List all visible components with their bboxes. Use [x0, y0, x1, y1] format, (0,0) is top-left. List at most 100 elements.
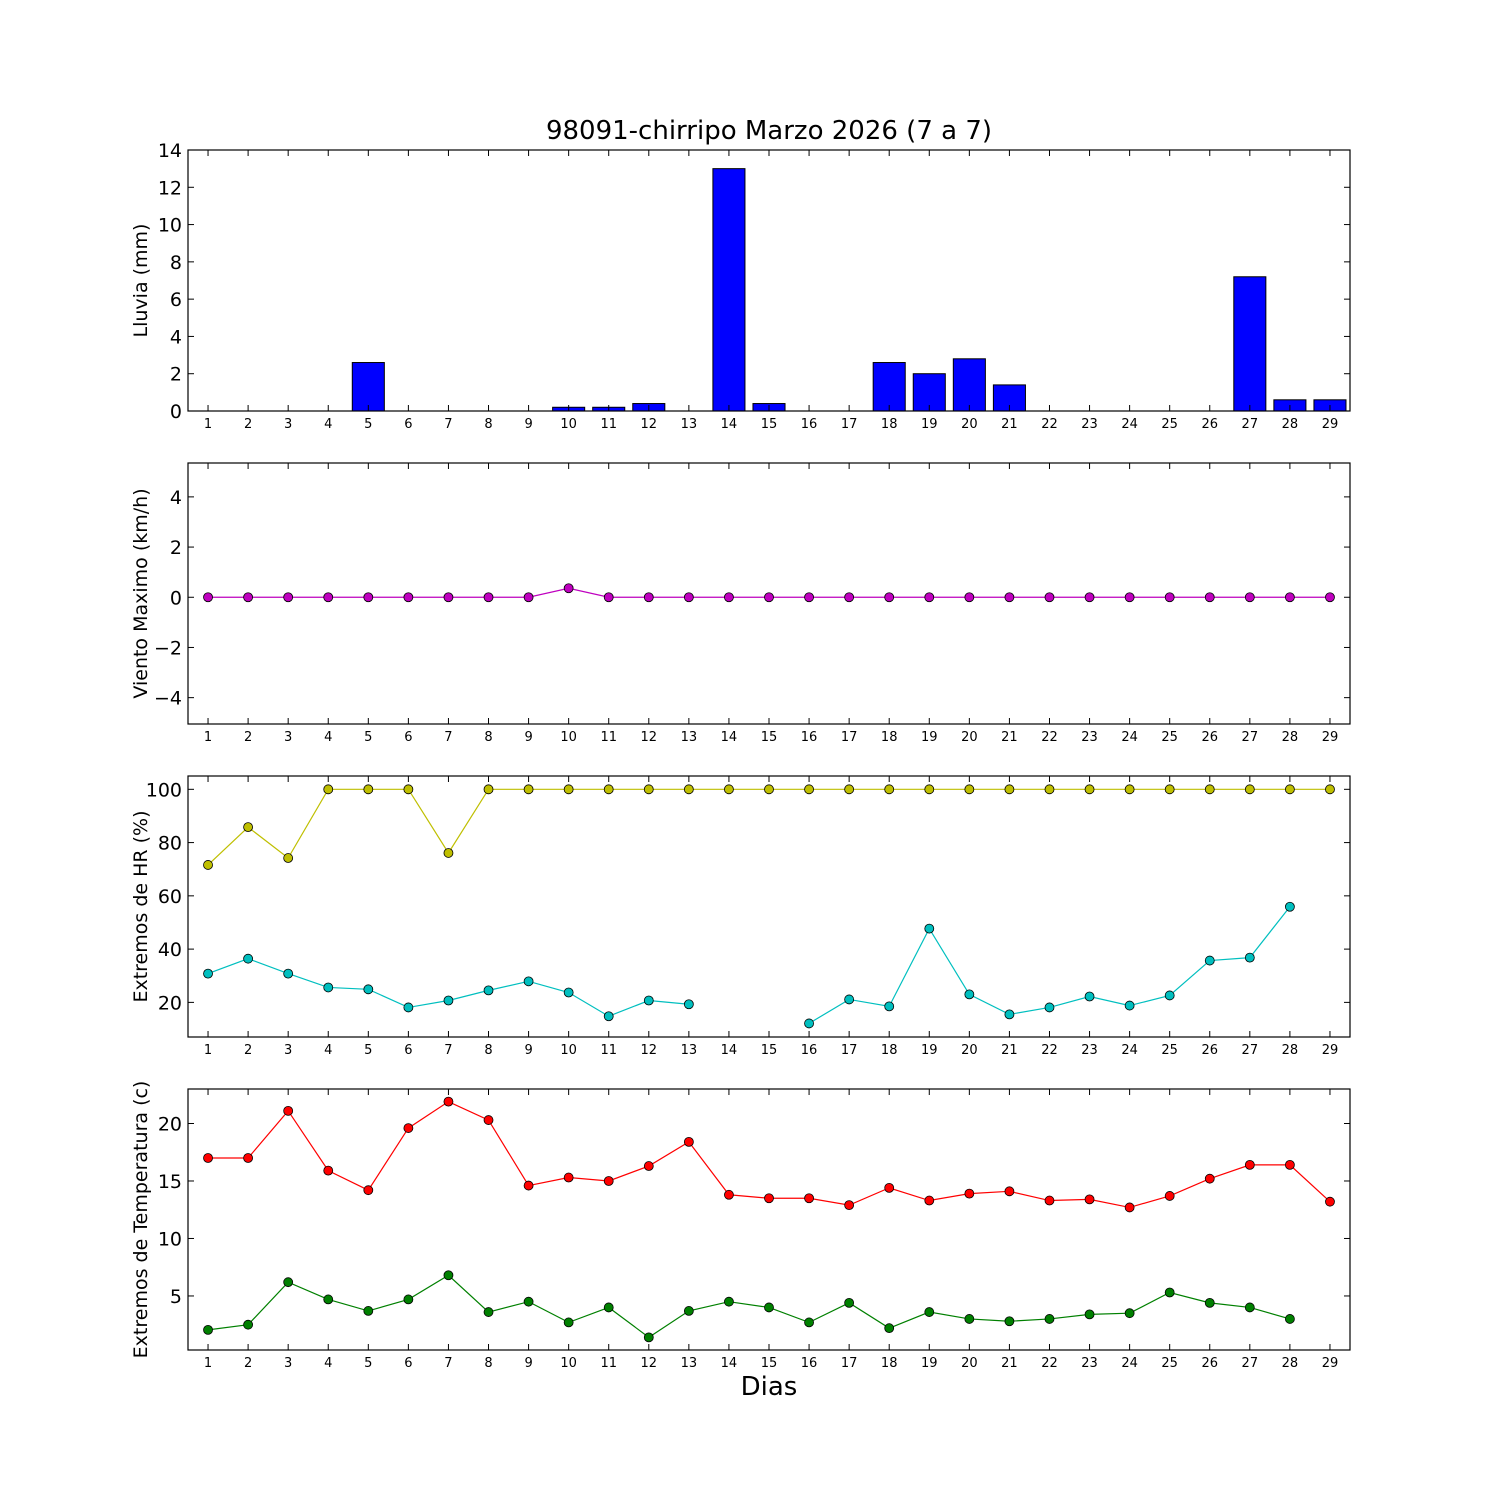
point-hr-max-day-9	[523, 784, 534, 795]
point-hr-min-day-10	[563, 987, 574, 998]
x-tick-label: 3	[284, 1043, 292, 1058]
point-hr-max-day-22	[1044, 784, 1055, 795]
y-tick-label: 6	[170, 289, 182, 311]
point-temp-min-day-28	[1284, 1314, 1295, 1324]
x-tick-label: 25	[1161, 417, 1178, 432]
point-temp-min-day-5	[363, 1306, 374, 1316]
x-tick-label: 1	[204, 1356, 212, 1371]
point-hr-min-day-2	[243, 953, 254, 964]
point-temp-min-day-27	[1244, 1302, 1255, 1313]
point-viento-day-9	[523, 592, 534, 603]
point-temp-min-day-18	[884, 1323, 895, 1334]
x-tick-label: 5	[364, 730, 372, 745]
x-tick-label: 22	[1041, 1356, 1058, 1371]
x-tick-label: 8	[484, 730, 492, 745]
x-tick-label: 11	[600, 417, 617, 432]
x-tick-label: 25	[1161, 730, 1178, 745]
point-hr-max-day-12	[643, 784, 654, 795]
point-temp-min-day-23	[1084, 1309, 1095, 1320]
point-temp-max-day-5	[363, 1185, 374, 1196]
chart-title: 98091-chirripo Marzo 2026 (7 a 7)	[545, 116, 993, 146]
point-hr-max-day-5	[363, 784, 374, 795]
x-tick-label: 11	[600, 730, 617, 745]
point-temp-max-day-6	[403, 1123, 414, 1133]
point-hr-max-day-8	[483, 784, 494, 795]
x-tick-label: 16	[801, 1356, 818, 1371]
x-tick-label: 19	[921, 417, 938, 432]
point-viento-day-6	[403, 592, 414, 603]
x-tick-label: 7	[444, 1356, 452, 1371]
x-tick-label: 9	[524, 730, 532, 745]
x-tick-label: 17	[841, 1043, 858, 1058]
point-temp-min-day-26	[1204, 1297, 1215, 1308]
x-tick-label: 2	[244, 1356, 252, 1371]
point-viento-day-7	[443, 592, 454, 603]
y-tick-label: 0	[170, 401, 182, 423]
x-tick-label: 25	[1161, 1043, 1178, 1058]
point-temp-max-day-9	[523, 1180, 534, 1191]
point-temp-min-day-10	[563, 1317, 574, 1328]
point-hr-max-day-24	[1124, 784, 1135, 795]
x-tick-label: 29	[1322, 1043, 1339, 1058]
point-hr-max-day-20	[964, 784, 975, 795]
point-hr-max-day-19	[924, 784, 935, 795]
point-temp-min-day-12	[643, 1332, 654, 1343]
panel-1: 1 2 3 4 5 6 7 8 9 10 11 12 13 14 15 16 17 18 19 20 21 22 23 24 2…	[130, 140, 1351, 432]
x-tick-label: 8	[484, 1043, 492, 1058]
x-tick-label: 15	[761, 1356, 778, 1371]
point-temp-max-day-13	[683, 1136, 694, 1147]
x-tick-label: 4	[324, 417, 332, 432]
point-temp-min-day-11	[603, 1302, 614, 1313]
point-temp-max-day-17	[844, 1200, 855, 1211]
x-tick-label: 14	[721, 417, 738, 432]
point-viento-day-4	[323, 592, 334, 603]
x-tick-label: 27	[1242, 417, 1259, 432]
point-hr-min-day-6	[403, 1002, 414, 1013]
bar-day-5	[351, 362, 385, 412]
x-tick-label: 10	[560, 1356, 577, 1371]
point-hr-max-day-28	[1284, 784, 1295, 795]
point-temp-max-day-14	[724, 1189, 734, 1200]
y-tick-label: 4	[170, 487, 182, 509]
y-tick-label: 40	[158, 939, 182, 961]
y-axis-label: Lluvia (mm)	[130, 224, 152, 338]
x-tick-label: 23	[1081, 730, 1098, 745]
point-temp-min-day-15	[764, 1302, 774, 1313]
x-tick-label: 28	[1282, 417, 1299, 432]
point-temp-max-day-16	[804, 1193, 814, 1204]
point-temp-min-day-13	[683, 1306, 694, 1316]
point-hr-min-day-20	[964, 989, 975, 1000]
point-temp-max-day-28	[1284, 1159, 1295, 1170]
point-hr-max-day-18	[884, 784, 895, 795]
y-tick-label: 4	[170, 326, 182, 348]
x-tick-label: 14	[721, 1043, 738, 1058]
y-axis-label: Viento Maximo (km/h)	[130, 488, 152, 698]
point-temp-max-day-7	[443, 1096, 454, 1107]
point-viento-day-24	[1124, 592, 1135, 603]
y-axis-label: Extremos de HR (%)	[130, 810, 152, 1002]
x-tick-label: 11	[600, 1356, 617, 1371]
x-tick-label: 12	[641, 1043, 658, 1058]
point-temp-min-day-1	[203, 1324, 213, 1335]
point-temp-max-day-29	[1325, 1196, 1335, 1207]
x-tick-label: 16	[801, 730, 818, 745]
x-tick-label: 3	[284, 417, 292, 432]
point-hr-min-day-16	[804, 1018, 814, 1029]
point-temp-max-day-22	[1044, 1195, 1055, 1206]
axes-frame	[187, 775, 1351, 1038]
x-tick-label: 18	[881, 1043, 898, 1058]
point-temp-max-day-3	[283, 1105, 294, 1116]
x-tick-label: 9	[524, 1356, 532, 1371]
x-tick-label: 10	[560, 730, 577, 745]
point-hr-min-day-27	[1244, 952, 1255, 963]
point-viento-day-8	[483, 592, 494, 603]
x-tick-label: 6	[404, 730, 412, 745]
x-tick-label: 23	[1081, 1356, 1098, 1371]
point-viento-day-25	[1164, 592, 1175, 603]
point-viento-day-17	[844, 592, 855, 603]
x-tick-label: 13	[681, 1043, 698, 1058]
x-tick-label: 22	[1041, 1043, 1058, 1058]
point-viento-day-22	[1044, 592, 1055, 603]
point-hr-min-day-18	[884, 1001, 895, 1012]
